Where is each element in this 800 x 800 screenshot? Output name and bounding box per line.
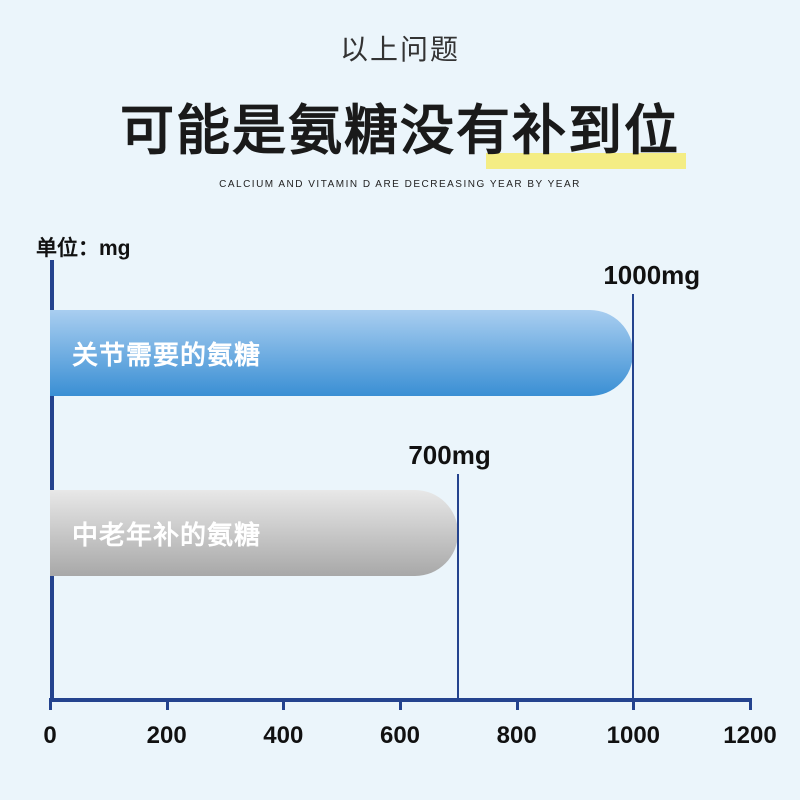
bar-1: 中老年补的氨糖 — [50, 490, 458, 576]
value-marker-1 — [457, 474, 459, 698]
value-label-1: 700mg — [408, 440, 490, 471]
value-marker-0 — [632, 294, 634, 698]
english-subtitle: CALCIUM AND VITAMIN D ARE DECREASING YEA… — [0, 179, 800, 190]
bar-label-0: 关节需要的氨糖 — [72, 335, 261, 372]
xtick-1 — [166, 698, 169, 710]
value-label-0: 1000mg — [603, 260, 700, 291]
xtick-label-5: 1000 — [607, 722, 660, 750]
xtick-4 — [516, 698, 519, 710]
headline-container: 可能是氨糖没有补到位 — [0, 86, 800, 165]
xtick-5 — [632, 698, 635, 710]
xtick-label-2: 400 — [263, 722, 303, 750]
xtick-label-3: 600 — [380, 722, 420, 750]
xtick-label-6: 1200 — [723, 722, 776, 750]
xtick-3 — [399, 698, 402, 710]
xtick-6 — [749, 698, 752, 710]
subtitle-top: 以上问题 — [0, 0, 800, 68]
bar-0: 关节需要的氨糖 — [50, 310, 633, 396]
headline-text: 可能是氨糖没有补到位 — [120, 101, 680, 161]
unit-label: 单位：mg — [36, 232, 131, 262]
xtick-label-1: 200 — [147, 722, 187, 750]
bar-label-1: 中老年补的氨糖 — [72, 515, 261, 552]
xtick-2 — [282, 698, 285, 710]
xtick-0 — [49, 698, 52, 710]
bar-chart: 关节需要的氨糖1000mg中老年补的氨糖700mg 02004006008001… — [50, 270, 760, 720]
xtick-label-4: 800 — [497, 722, 537, 750]
xtick-label-0: 0 — [43, 722, 56, 750]
